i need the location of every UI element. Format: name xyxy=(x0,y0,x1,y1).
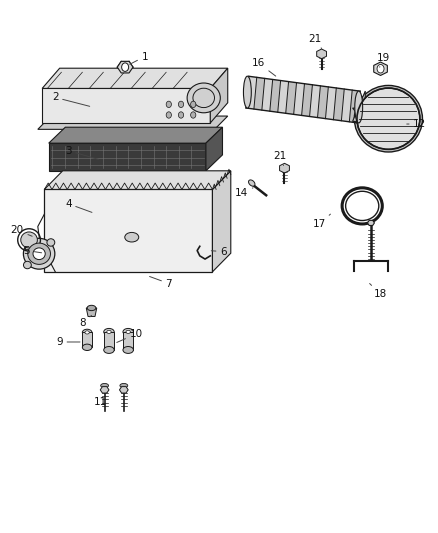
Text: 17: 17 xyxy=(313,214,330,229)
Polygon shape xyxy=(210,68,228,123)
Polygon shape xyxy=(270,79,281,112)
Ellipse shape xyxy=(85,331,89,334)
Ellipse shape xyxy=(354,85,423,152)
Text: 21: 21 xyxy=(308,34,321,49)
Ellipse shape xyxy=(82,344,92,351)
Polygon shape xyxy=(318,86,328,119)
Text: 16: 16 xyxy=(252,58,276,76)
Polygon shape xyxy=(42,68,228,88)
Ellipse shape xyxy=(101,383,109,387)
Bar xyxy=(123,332,134,350)
Polygon shape xyxy=(49,127,223,143)
Polygon shape xyxy=(120,386,128,393)
Ellipse shape xyxy=(107,330,111,334)
Polygon shape xyxy=(279,163,290,173)
Polygon shape xyxy=(38,116,228,130)
Ellipse shape xyxy=(123,346,134,353)
Polygon shape xyxy=(367,220,374,225)
Polygon shape xyxy=(333,88,344,121)
Polygon shape xyxy=(100,386,109,393)
Text: 7: 7 xyxy=(149,277,172,288)
Text: 11: 11 xyxy=(94,392,107,407)
Text: 1: 1 xyxy=(130,52,148,64)
Ellipse shape xyxy=(47,239,55,246)
Bar xyxy=(104,332,114,350)
Polygon shape xyxy=(302,84,312,117)
Polygon shape xyxy=(212,171,231,272)
Polygon shape xyxy=(117,61,133,73)
Circle shape xyxy=(191,101,196,108)
Text: 12: 12 xyxy=(407,119,427,129)
Ellipse shape xyxy=(82,329,92,336)
Text: 8: 8 xyxy=(79,316,92,328)
Circle shape xyxy=(191,112,196,118)
Circle shape xyxy=(178,101,184,108)
Text: 9: 9 xyxy=(57,337,80,347)
Polygon shape xyxy=(341,89,352,122)
Text: 14: 14 xyxy=(235,188,253,198)
Text: 5: 5 xyxy=(24,246,42,255)
Text: 2: 2 xyxy=(52,92,90,106)
Text: 21: 21 xyxy=(273,151,287,165)
Circle shape xyxy=(178,112,184,118)
Ellipse shape xyxy=(104,346,114,353)
Ellipse shape xyxy=(23,238,55,269)
Ellipse shape xyxy=(120,383,128,387)
Polygon shape xyxy=(317,49,326,59)
Circle shape xyxy=(122,63,129,71)
Ellipse shape xyxy=(187,83,220,113)
Text: 4: 4 xyxy=(65,199,92,212)
Circle shape xyxy=(166,112,171,118)
Polygon shape xyxy=(262,78,273,111)
Ellipse shape xyxy=(248,180,255,186)
Text: 6: 6 xyxy=(211,247,227,256)
Ellipse shape xyxy=(28,243,50,264)
Polygon shape xyxy=(86,308,97,317)
Polygon shape xyxy=(286,82,297,115)
Ellipse shape xyxy=(33,248,45,260)
Polygon shape xyxy=(42,88,210,123)
Circle shape xyxy=(377,64,384,73)
Ellipse shape xyxy=(21,232,37,248)
Polygon shape xyxy=(325,87,336,120)
Ellipse shape xyxy=(125,232,139,242)
Ellipse shape xyxy=(24,261,31,269)
Ellipse shape xyxy=(355,91,363,123)
Polygon shape xyxy=(206,127,223,171)
Text: 19: 19 xyxy=(377,53,390,67)
Polygon shape xyxy=(353,91,365,123)
Text: 18: 18 xyxy=(370,284,387,299)
Polygon shape xyxy=(310,85,320,118)
Ellipse shape xyxy=(87,305,96,311)
Polygon shape xyxy=(44,171,231,189)
Polygon shape xyxy=(350,90,360,123)
Circle shape xyxy=(166,101,171,108)
Ellipse shape xyxy=(126,330,131,334)
Polygon shape xyxy=(44,189,212,272)
Bar xyxy=(82,333,92,348)
Polygon shape xyxy=(49,143,206,171)
Polygon shape xyxy=(278,80,289,114)
Ellipse shape xyxy=(357,88,420,149)
Ellipse shape xyxy=(104,328,114,335)
Ellipse shape xyxy=(123,328,134,335)
Text: 20: 20 xyxy=(11,225,32,236)
Polygon shape xyxy=(254,77,265,110)
Polygon shape xyxy=(246,76,257,109)
Polygon shape xyxy=(293,83,304,116)
Ellipse shape xyxy=(244,76,251,108)
Polygon shape xyxy=(374,62,387,76)
Text: 10: 10 xyxy=(117,329,143,343)
Text: 3: 3 xyxy=(65,146,99,159)
